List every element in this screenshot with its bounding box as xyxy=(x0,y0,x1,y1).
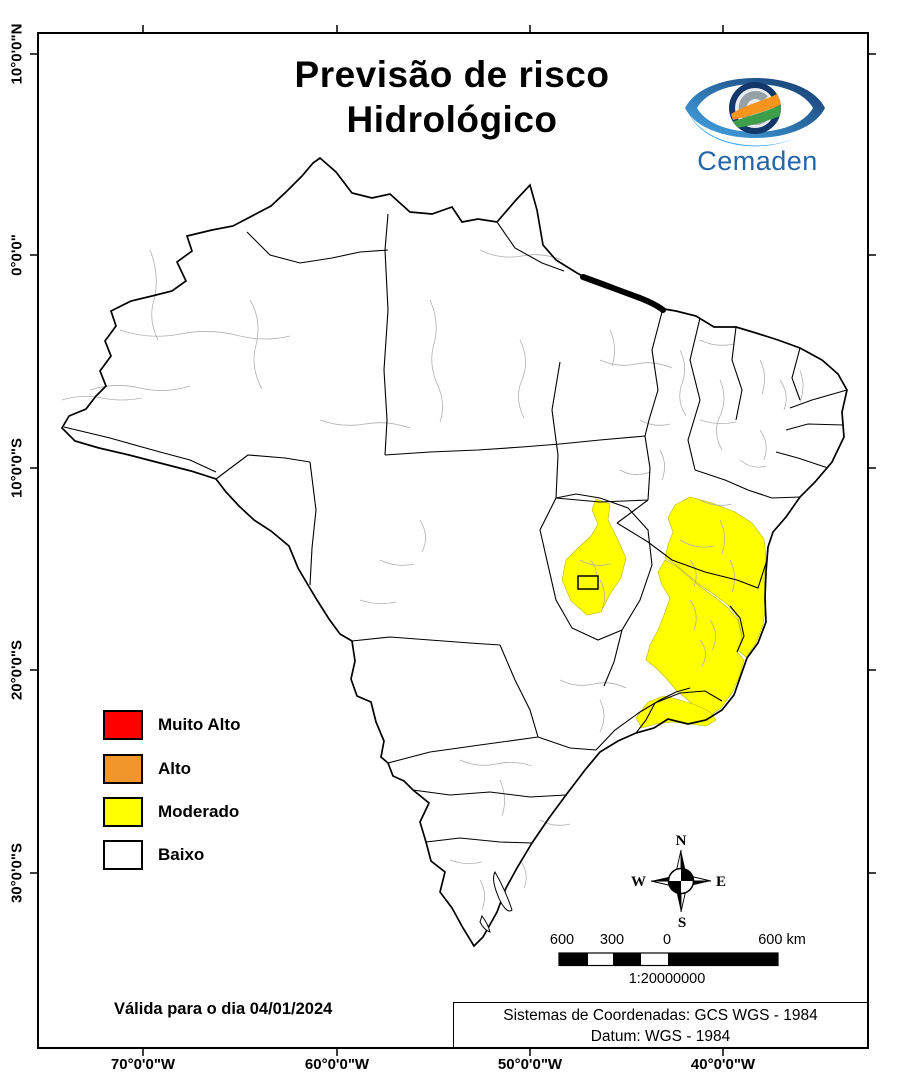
scale-ratio: 1:20000000 xyxy=(628,971,706,987)
cemaden-wordmark: Cemaden xyxy=(697,146,818,176)
lat-label-20s: 20°0'0"S xyxy=(8,639,26,701)
scale-label-0: 0 xyxy=(662,932,672,948)
scale-bar xyxy=(558,952,779,967)
lon-label-50w: 50°0'0"W xyxy=(497,1056,563,1073)
moderado-swatch xyxy=(103,796,143,827)
scale-label-600-left: 600 xyxy=(549,932,575,948)
compass-n-label: N xyxy=(676,833,687,849)
distrito-federal-box xyxy=(577,575,599,590)
alto-swatch xyxy=(103,753,143,784)
lat-label-10n: 10°0'0"N xyxy=(8,23,26,85)
cemaden-eye-icon xyxy=(685,78,825,147)
graticule-ticks xyxy=(30,25,876,1056)
coordinate-system-box: Sistemas de Coordenadas: GCS WGS - 1984 … xyxy=(453,1002,868,1048)
legend-label: Muito Alto xyxy=(158,714,241,734)
validity-date: Válida para o dia 04/01/2024 xyxy=(114,1000,333,1018)
lat-label-30s: 30°0'0"S xyxy=(8,842,26,904)
cemaden-logo: Cemaden xyxy=(675,60,840,182)
lon-label-40w: 40°0'0"W xyxy=(690,1056,756,1073)
coordinate-system-text: Sistemas de Coordenadas: GCS WGS - 1984 xyxy=(503,1007,818,1024)
brazil-landmass xyxy=(62,158,847,946)
lat-label-10s: 10°0'0"S xyxy=(8,437,26,499)
lon-label-60w: 60°0'0"W xyxy=(304,1056,370,1073)
risk-legend: Muito Alto Alto Moderado Baixo xyxy=(103,709,240,882)
map-frame xyxy=(37,32,869,1049)
datum-text: Datum: WGS - 1984 xyxy=(590,1028,731,1045)
legend-item-baixo: Baixo xyxy=(103,839,240,870)
legend-label: Alto xyxy=(158,758,192,778)
compass-rose: N S E W xyxy=(631,833,726,931)
lat-label-0: 0°0'0" xyxy=(8,234,26,276)
lon-label-70w: 70°0'0"W xyxy=(110,1056,176,1073)
muito-alto-swatch xyxy=(103,709,143,740)
compass-w-label: W xyxy=(631,874,646,890)
amazon-mouth xyxy=(580,274,666,313)
scale-label-600km: 600 km xyxy=(758,932,806,948)
brazil-outline xyxy=(60,156,848,948)
lagoa-dos-patos xyxy=(479,870,513,933)
legend-label: Moderado xyxy=(158,801,240,821)
compass-e-label: E xyxy=(716,874,726,890)
state-borders xyxy=(63,213,848,844)
compass-s-label: S xyxy=(678,915,686,931)
risk-region-rio-coast xyxy=(635,695,717,729)
legend-item-muito-alto: Muito Alto xyxy=(103,709,240,740)
baixo-swatch xyxy=(103,839,143,870)
municipal-borders xyxy=(61,249,804,911)
legend-item-moderado: Moderado xyxy=(103,796,240,827)
map-title: Previsão de risco Hidrológico xyxy=(295,52,610,142)
legend-item-alto: Alto xyxy=(103,753,240,784)
map-title-line2: Hidrológico xyxy=(346,99,558,140)
map-title-line1: Previsão de risco xyxy=(294,54,610,95)
legend-label: Baixo xyxy=(158,844,205,864)
scale-label-300: 300 xyxy=(599,932,625,948)
